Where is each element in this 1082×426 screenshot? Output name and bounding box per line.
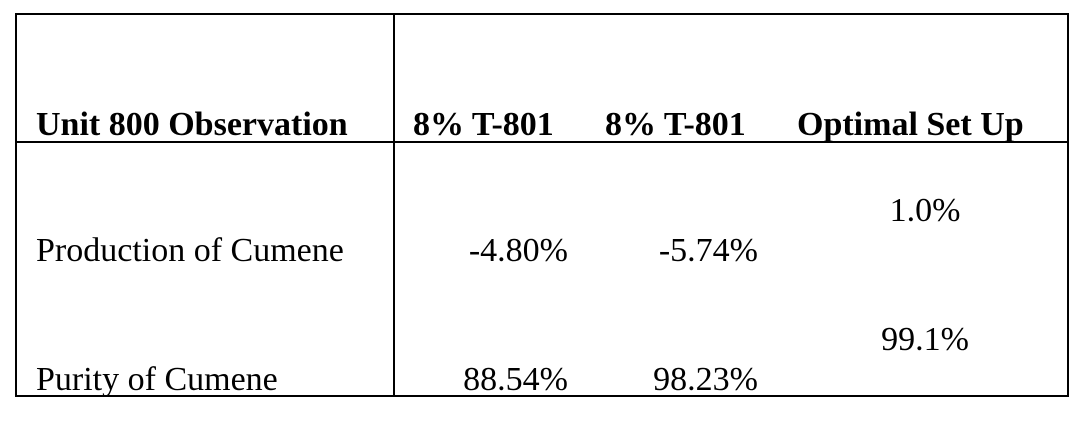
production-t801-b-value: -5.74% [658, 232, 758, 269]
header-divider [15, 141, 1069, 143]
header-t801-a: 8% T-801 [413, 106, 554, 143]
production-optimal-value: 1.0% [889, 192, 961, 229]
data-table [15, 13, 1069, 397]
header-optimal-set-up: Optimal Set Up [797, 106, 1024, 143]
row-label-production: Production of Cumene [36, 232, 344, 269]
purity-optimal-value: 99.1% [881, 321, 969, 358]
purity-t801-a-value: 88.54% [463, 361, 568, 398]
production-t801-a-value: -4.80% [468, 232, 568, 269]
row-label-purity: Purity of Cumene [36, 361, 278, 398]
purity-t801-b-value: 98.23% [653, 361, 758, 398]
header-observation: Unit 800 Observation [36, 106, 348, 143]
column-divider [393, 13, 395, 397]
header-t801-b: 8% T-801 [605, 106, 746, 143]
